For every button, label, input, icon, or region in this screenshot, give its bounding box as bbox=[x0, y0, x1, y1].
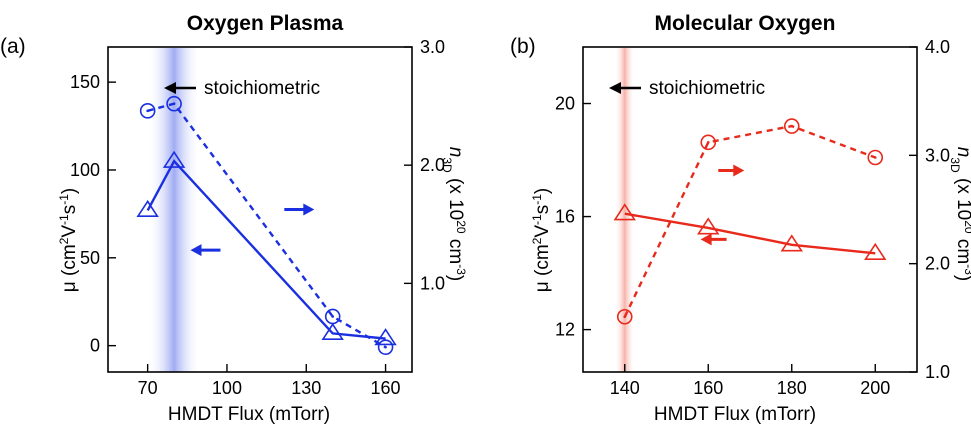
panel-a: (a) Oxygen Plasma 70 100 130 160 0 50 100 150 1.… bbox=[0, 12, 468, 425]
panel-a-plot: 70 100 130 160 0 50 100 150 1.0 2.0 3.0 stoichiomet… bbox=[70, 37, 445, 398]
panel-b-xtick-label-3: 200 bbox=[860, 378, 890, 398]
panel-a-ytick-left-label-3: 150 bbox=[70, 72, 100, 92]
panel-b-ylabel-right: n3D (x 1020 cm-3) bbox=[948, 147, 971, 281]
panel-b-xtick-label-1: 160 bbox=[693, 378, 723, 398]
panel-b-ytick-right-label-1: 2.0 bbox=[925, 254, 950, 274]
panel-b-ytick-right-label-2: 3.0 bbox=[925, 145, 950, 165]
panel-b-xtick-label-2: 180 bbox=[777, 378, 807, 398]
panel-b-circle-point-dot-3 bbox=[873, 156, 877, 159]
panel-b-axes-frame bbox=[582, 46, 918, 373]
panel-a-triangle-point-3 bbox=[374, 328, 397, 346]
panel-b-circle-point-3 bbox=[867, 149, 884, 166]
panel-a-xtick-label-1: 100 bbox=[212, 378, 242, 398]
panel-a-ytick-right-label-0: 1.0 bbox=[420, 273, 445, 293]
panel-b-ytick-right-label-0: 1.0 bbox=[925, 362, 950, 382]
panel-b-triangle-point-2 bbox=[780, 234, 803, 252]
panel-b-title: Molecular Oxygen bbox=[655, 12, 836, 35]
panel-a-triangle-point-2 bbox=[321, 322, 344, 341]
panel-a-highlight-band bbox=[148, 48, 201, 372]
panel-b-triangle-point-0 bbox=[613, 203, 636, 221]
panel-a-xtick-label-3: 160 bbox=[371, 378, 401, 398]
panel-a-ytick-left-label-1: 50 bbox=[80, 248, 100, 268]
panel-b-ytick-right-label-3: 4.0 bbox=[925, 37, 950, 57]
panel-b-axis-arrow-head-0 bbox=[733, 164, 745, 177]
panel-b-axis-arrow-head-1 bbox=[700, 233, 712, 246]
panel-b-ytick-left-label-0: 12 bbox=[555, 320, 575, 340]
panel-b-triangle-point-1 bbox=[697, 217, 720, 235]
panel-a-series-triangle-line bbox=[146, 159, 386, 340]
panel-a-stoich-arrow-head bbox=[164, 82, 176, 94]
panel-b-circle-point-dot-1 bbox=[706, 141, 710, 144]
panel-a-label: (a) bbox=[0, 35, 26, 58]
panel-a-xlabel: HMDT Flux (mTorr) bbox=[168, 404, 330, 425]
panel-a-series-circle-line bbox=[147, 102, 387, 349]
panel-a-xtick-label-2: 130 bbox=[291, 378, 321, 398]
panel-a-circle-point-dot-0 bbox=[146, 109, 149, 113]
panel-b-circle-point-dot-0 bbox=[623, 315, 627, 319]
panel-b-xlabel: HMDT Flux (mTorr) bbox=[654, 404, 816, 425]
panel-a-stoich-annotation: stoichiometric bbox=[204, 78, 320, 99]
panel-a-axis-arrow-head-1 bbox=[190, 244, 202, 257]
panel-b-circle-point-1 bbox=[700, 134, 717, 151]
panel-b-circle-point-0 bbox=[616, 308, 633, 325]
panel-b-circle-point-2 bbox=[783, 118, 800, 134]
panel-b-stoich-arrow-head bbox=[609, 82, 621, 94]
panel-b: (b) Molecular Oxygen 140 160 180 2001216201… bbox=[510, 12, 971, 425]
panel-a-circle-point-3 bbox=[377, 339, 394, 355]
panel-b-series-circle-line bbox=[623, 124, 876, 318]
panel-b-stoich-annotation: stoichiometric bbox=[649, 78, 765, 99]
panel-a-ytick-right-label-1: 2.0 bbox=[420, 155, 445, 175]
panel-b-ylabel-left: μ (cm2V-1s-1) bbox=[530, 188, 553, 292]
panel-a-xtick-label-0: 70 bbox=[138, 378, 158, 398]
panel-b-triangle-point-3 bbox=[864, 242, 887, 260]
panel-a-ytick-left-label-0: 0 bbox=[90, 336, 100, 356]
panel-a-ytick-right-label-2: 3.0 bbox=[420, 37, 445, 57]
panel-b-plot: 140 160 180 200 12 16 20 1.0 2.0 3.0 4.0 stoichiome… bbox=[555, 37, 950, 398]
panel-a-ylabel-left: μ (cm2V-1s-1) bbox=[57, 188, 80, 292]
panel-a-circle-point-dot-3 bbox=[384, 345, 387, 349]
panel-a-ytick-left-label-2: 100 bbox=[70, 160, 100, 180]
panel-b-highlight-band bbox=[614, 48, 635, 372]
panel-a-circle-point-2 bbox=[324, 308, 341, 325]
panel-a-axis-arrow-head-0 bbox=[303, 203, 315, 216]
panel-b-series-triangle-line bbox=[624, 212, 876, 255]
panel-b-ytick-left-label-1: 16 bbox=[555, 207, 575, 227]
panel-a-circle-point-0 bbox=[139, 103, 156, 119]
panel-b-xtick-label-0: 140 bbox=[610, 378, 640, 398]
panel-a-title: Oxygen Plasma bbox=[187, 12, 344, 35]
panel-a-circle-point-1 bbox=[166, 95, 182, 112]
panel-a-triangle-point-1 bbox=[162, 150, 186, 168]
panel-a-ylabel-right: n3D (x 1020 cm-3) bbox=[440, 147, 468, 281]
panel-b-circle-point-dot-2 bbox=[790, 124, 794, 128]
panel-a-triangle-point-0 bbox=[136, 199, 159, 218]
panel-a-axes-frame bbox=[107, 46, 413, 373]
panel-a-circle-point-dot-2 bbox=[331, 315, 334, 318]
panel-a-circle-point-dot-1 bbox=[172, 102, 176, 106]
panel-b-label: (b) bbox=[510, 35, 536, 58]
panel-b-ytick-left-label-2: 20 bbox=[555, 94, 575, 114]
